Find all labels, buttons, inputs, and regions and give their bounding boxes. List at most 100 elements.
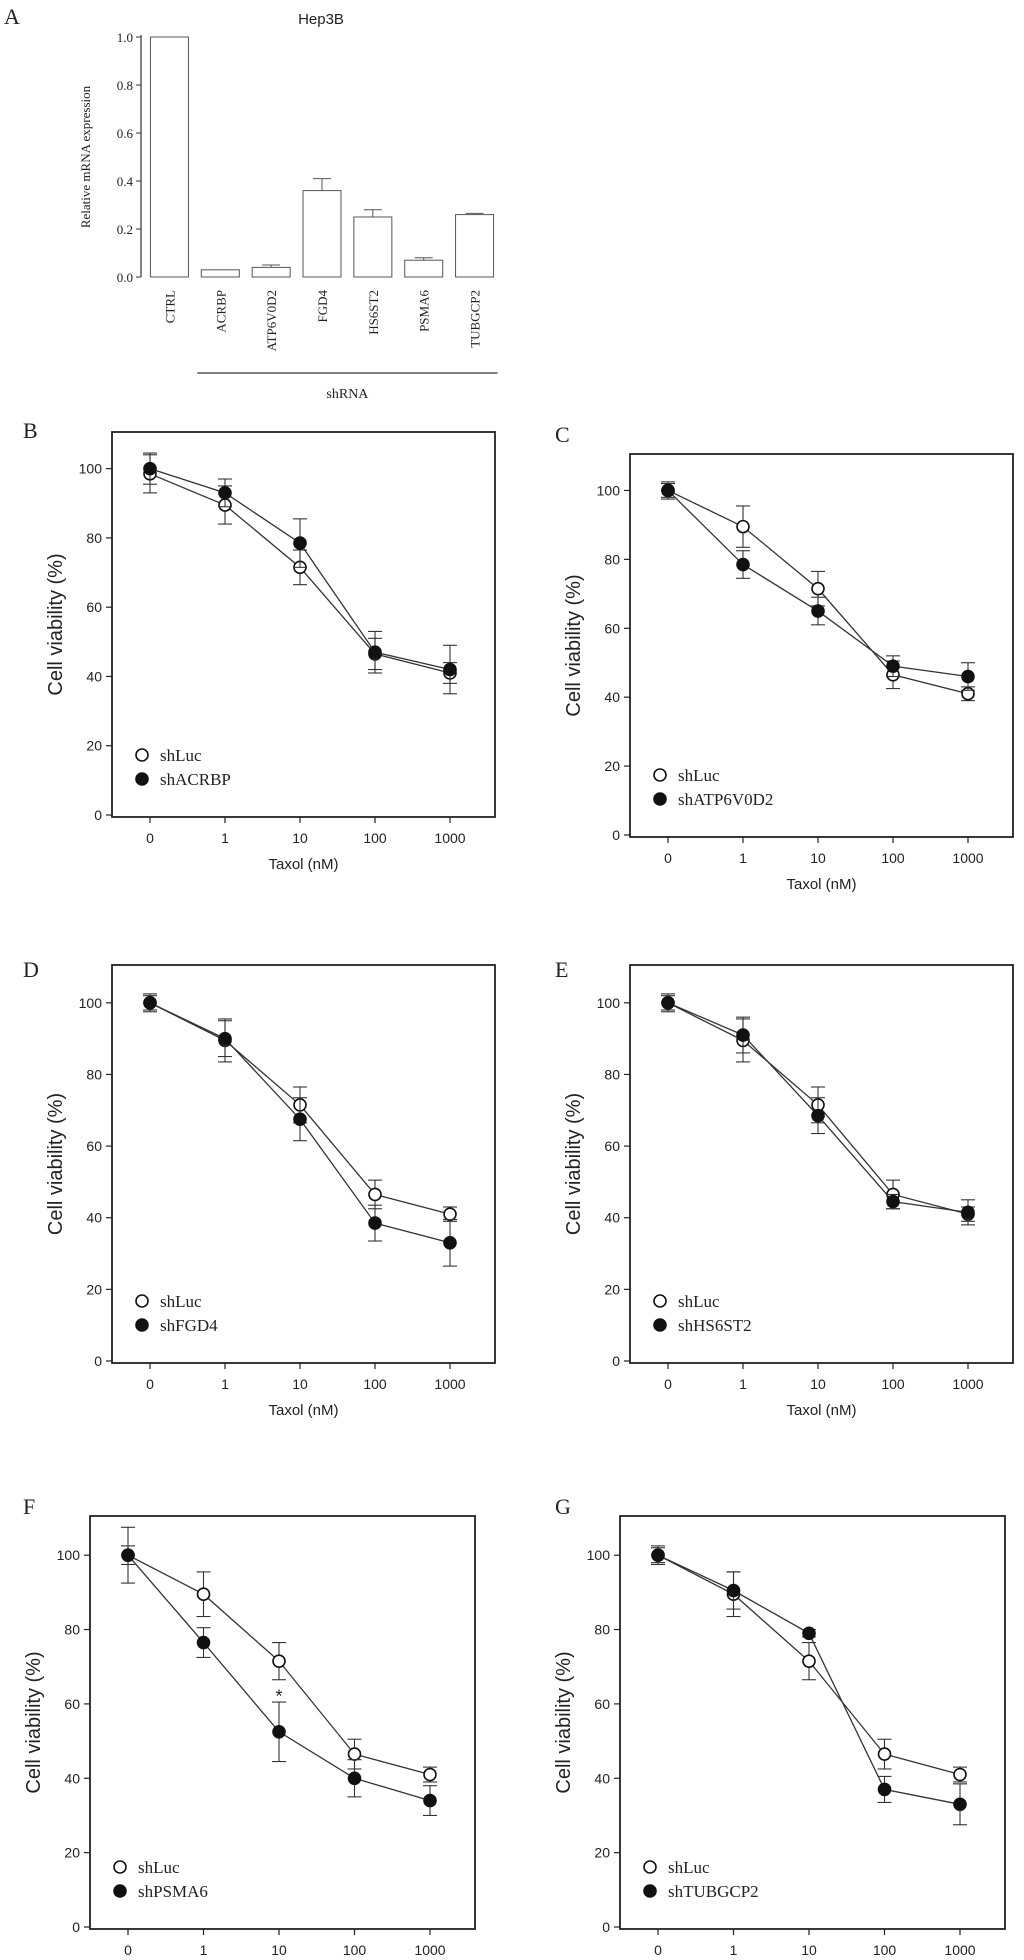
- panel-label-d: D: [23, 957, 39, 982]
- data-point-filled: [736, 557, 750, 572]
- legend-marker: [643, 1884, 657, 1898]
- data-point-filled: [143, 461, 157, 476]
- x-tick-label: CTRL: [162, 290, 177, 323]
- y-axis-title: Cell viability (%): [45, 1093, 67, 1235]
- x-tick-label: ACRBP: [213, 290, 228, 333]
- plot-frame: [111, 431, 496, 818]
- plot-frame: [111, 964, 496, 1364]
- group-label: shRNA: [326, 387, 369, 402]
- legend-label: shACRBP: [160, 770, 231, 789]
- y-axis-title: Cell viability (%): [563, 1093, 585, 1235]
- y-tick-label: 40: [86, 1210, 102, 1226]
- y-tick-label: 40: [64, 1770, 80, 1786]
- y-tick-label: 20: [86, 738, 102, 754]
- x-tick-label: 10: [292, 1376, 308, 1392]
- x-tick-label: 10: [810, 1376, 826, 1392]
- y-tick-label: 80: [64, 1622, 80, 1638]
- data-point-filled: [811, 1108, 825, 1123]
- data-point-open: [368, 1187, 382, 1202]
- data-point-filled: [423, 1793, 437, 1808]
- data-point-filled: [726, 1583, 741, 1598]
- data-point-filled: [961, 669, 975, 684]
- data-point-filled: [877, 1782, 892, 1797]
- y-tick-label: 20: [64, 1845, 80, 1861]
- data-point-open: [347, 1747, 362, 1761]
- legend-marker: [135, 1294, 149, 1308]
- data-point-filled: [218, 1031, 232, 1046]
- x-tick-label: 1000: [952, 850, 983, 866]
- data-point-filled: [121, 1548, 135, 1562]
- y-tick-label: 40: [604, 1210, 620, 1226]
- x-tick-label: 10: [810, 850, 826, 866]
- legend-label: shATP6V0D2: [678, 790, 773, 809]
- y-tick-label: 0: [94, 1353, 102, 1369]
- y-tick-label: 0.2: [117, 222, 133, 237]
- y-tick-label: 80: [594, 1622, 610, 1638]
- x-axis-title: Taxol (nM): [786, 876, 856, 893]
- y-tick-label: 60: [594, 1696, 610, 1712]
- data-point-filled: [802, 1626, 816, 1641]
- y-tick-label: 20: [604, 758, 620, 774]
- legend-marker: [113, 1884, 127, 1898]
- legend-label: shLuc: [668, 1858, 710, 1877]
- data-point-open: [811, 581, 825, 596]
- x-tick-label: PSMA6: [417, 290, 432, 332]
- data-point-filled: [196, 1635, 211, 1650]
- data-point-filled: [886, 1194, 900, 1209]
- x-tick-label: 0: [124, 1942, 132, 1958]
- plot-frame: [629, 453, 1014, 838]
- x-tick-label: 1: [739, 850, 747, 866]
- panel-label-g: G: [555, 1494, 571, 1519]
- y-axis-title: Relative mRNA expression: [78, 85, 93, 228]
- panel-label-a: A: [4, 4, 20, 29]
- legend-marker: [653, 1294, 667, 1308]
- bar: [353, 216, 393, 278]
- data-point-filled: [293, 1112, 307, 1127]
- panel-label-f: F: [23, 1494, 35, 1519]
- data-point-open: [953, 1767, 967, 1782]
- y-tick-label: 0: [612, 827, 620, 843]
- y-tick-label: 100: [587, 1547, 611, 1563]
- data-point-filled: [651, 1548, 665, 1562]
- y-axis-title: Cell viability (%): [45, 553, 67, 695]
- data-point-filled: [661, 483, 675, 498]
- bar: [200, 269, 240, 278]
- y-axis-title: Cell viability (%): [563, 574, 585, 716]
- x-tick-label: 1: [221, 1376, 229, 1392]
- legend-marker: [135, 748, 149, 762]
- legend-label: shLuc: [678, 1292, 720, 1311]
- legend-label: shLuc: [160, 1292, 202, 1311]
- legend-label: shLuc: [160, 746, 202, 765]
- legend-marker: [653, 1318, 667, 1332]
- significance-annotation: *: [275, 1686, 282, 1706]
- data-point-filled: [886, 659, 900, 673]
- y-tick-label: 40: [594, 1770, 610, 1786]
- data-point-filled: [961, 1205, 975, 1220]
- y-tick-label: 100: [597, 482, 621, 498]
- data-point-filled: [368, 1216, 382, 1230]
- legend-marker: [653, 792, 667, 806]
- x-tick-label: TUBGCP2: [468, 290, 483, 348]
- legend-marker: [135, 1318, 149, 1332]
- x-tick-label: 0: [664, 1376, 672, 1392]
- legend-label: shTUBGCP2: [668, 1882, 759, 1901]
- x-tick-label: 0: [146, 1376, 154, 1392]
- y-tick-label: 0: [94, 807, 102, 823]
- legend-marker: [113, 1860, 127, 1874]
- data-point-filled: [218, 486, 232, 500]
- y-tick-label: 0: [602, 1919, 610, 1935]
- bar: [404, 259, 444, 278]
- y-tick-label: 20: [86, 1281, 102, 1297]
- x-axis-title: Taxol (nM): [268, 856, 338, 873]
- y-tick-label: 0.0: [117, 270, 133, 285]
- y-tick-label: 20: [604, 1281, 620, 1297]
- x-tick-label: 0: [146, 830, 154, 846]
- data-point-filled: [811, 604, 825, 618]
- x-tick-label: 10: [271, 1942, 287, 1958]
- bar: [149, 36, 189, 278]
- x-tick-label: 100: [881, 850, 905, 866]
